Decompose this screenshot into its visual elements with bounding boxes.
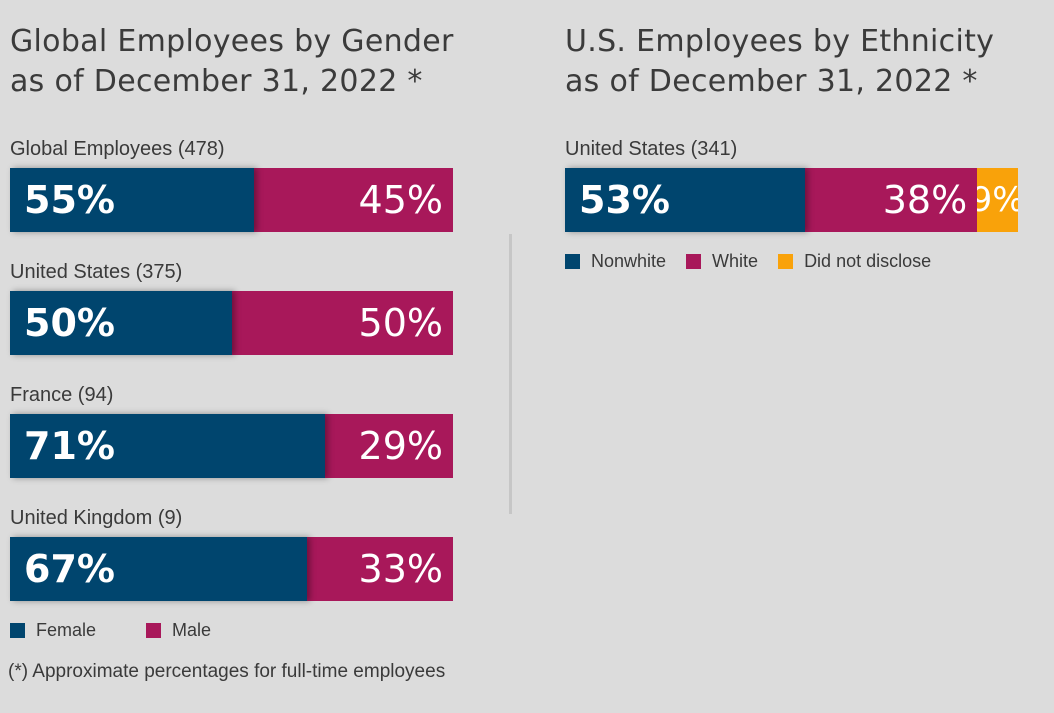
section-divider xyxy=(509,234,512,514)
bar-united-kingdom-male-label: 33% xyxy=(358,547,443,591)
bar-united-states-male: 50% xyxy=(231,291,453,355)
gender-chart-title-line2: as of December 31, 2022 * xyxy=(10,64,423,99)
legend-item-male: Male xyxy=(146,620,211,641)
bar-united-kingdom-male: 33% xyxy=(306,537,453,601)
bar-us-ethnicity: 53% 38% 9% xyxy=(565,168,1018,232)
footnote: (*) Approximate percentages for full-tim… xyxy=(8,661,446,682)
bar-global-female-label: 55% xyxy=(24,178,115,222)
legend-label-white: White xyxy=(712,251,759,271)
bar-france-female: 71% xyxy=(10,414,325,478)
bar-global-male-label: 45% xyxy=(358,178,443,222)
bar-france-male: 29% xyxy=(324,414,453,478)
bar-united-states: 50% 50% xyxy=(10,291,453,355)
bar-france: 71% 29% xyxy=(10,414,453,478)
legend-item-did-not-disclose: Did not disclose xyxy=(778,251,931,272)
legend-swatch-female xyxy=(10,623,25,638)
ethnicity-chart-title-line2: as of December 31, 2022 * xyxy=(565,64,978,99)
legend-label-nonwhite: Nonwhite xyxy=(591,251,667,271)
bar-us-white-label: 38% xyxy=(882,178,968,222)
bar-united-states-female-label: 50% xyxy=(24,301,115,345)
ethnicity-legend: Nonwhite White Did not disclose xyxy=(565,251,951,272)
bar-label-united-kingdom: United Kingdom (9) xyxy=(10,507,183,529)
bar-france-male-label: 29% xyxy=(358,424,443,468)
bar-us-did-not-disclose-label: 9% xyxy=(977,180,1018,220)
bar-us-white: 38% xyxy=(805,168,978,232)
legend-item-nonwhite: Nonwhite xyxy=(565,251,666,272)
bar-us-nonwhite: 53% xyxy=(565,168,806,232)
bar-label-united-states: United States (375) xyxy=(10,261,183,283)
bar-global-female: 55% xyxy=(10,168,254,232)
gender-chart-title-line1: Global Employees by Gender xyxy=(10,24,454,59)
legend-swatch-did-not-disclose xyxy=(778,254,794,269)
bar-label-global: Global Employees (478) xyxy=(10,138,225,160)
legend-label-did-not-disclose: Did not disclose xyxy=(804,251,932,271)
legend-swatch-male xyxy=(146,623,162,638)
legend-label-male: Male xyxy=(172,620,212,640)
legend-swatch-white xyxy=(686,254,702,269)
bar-us-nonwhite-label: 53% xyxy=(579,178,670,222)
bar-label-us-ethnicity: United States (341) xyxy=(565,138,738,160)
bar-united-states-female: 50% xyxy=(10,291,232,355)
gender-chart-title: Global Employees by Gender as of Decembe… xyxy=(10,22,454,102)
bar-us-did-not-disclose: 9% xyxy=(977,168,1018,232)
bar-united-kingdom-female-label: 67% xyxy=(24,547,115,591)
bar-united-kingdom-female: 67% xyxy=(10,537,307,601)
bar-united-states-male-label: 50% xyxy=(358,301,443,345)
bar-global-male: 45% xyxy=(253,168,453,232)
legend-item-white: White xyxy=(686,251,758,272)
ethnicity-chart-title: U.S. Employees by Ethnicity as of Decemb… xyxy=(565,22,994,102)
bar-global: 55% 45% xyxy=(10,168,453,232)
legend-swatch-nonwhite xyxy=(565,254,580,269)
bar-france-female-label: 71% xyxy=(24,424,115,468)
bar-united-kingdom: 67% 33% xyxy=(10,537,453,601)
gender-legend: Female Male xyxy=(10,620,261,641)
bar-label-france: France (94) xyxy=(10,384,114,406)
ethnicity-chart-title-line1: U.S. Employees by Ethnicity xyxy=(565,24,995,59)
legend-item-female: Female xyxy=(10,620,96,641)
legend-label-female: Female xyxy=(36,620,97,640)
